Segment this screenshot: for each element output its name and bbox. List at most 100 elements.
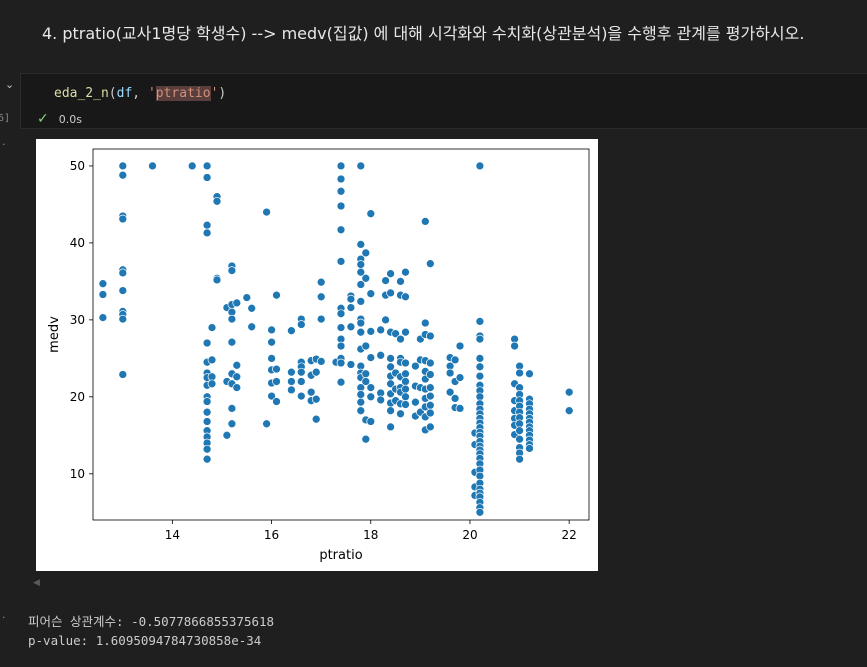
scatter-point <box>202 228 212 238</box>
scatter-point <box>296 320 306 329</box>
scatter-point <box>346 294 356 304</box>
scatter-point <box>401 267 410 277</box>
scatter-point <box>336 323 346 332</box>
scatter-point <box>455 341 465 351</box>
scatter-point <box>425 358 435 368</box>
scatter-point <box>202 397 212 406</box>
output-marker-plot: · <box>2 138 6 151</box>
scatter-point <box>212 275 222 285</box>
scatter-point <box>232 383 242 392</box>
scatter-point <box>401 384 410 394</box>
scatter-point <box>386 406 395 416</box>
code-quote-close: ' <box>210 86 219 101</box>
scatter-point <box>475 334 485 344</box>
scatter-point <box>425 422 435 432</box>
scatter-point <box>425 370 435 379</box>
scatter-point <box>386 269 395 279</box>
scatter-point <box>356 327 366 337</box>
scatter-point <box>296 377 306 386</box>
scatter-point <box>202 161 212 171</box>
scatter-point <box>356 280 366 289</box>
scatter-point <box>287 326 296 336</box>
scatter-point <box>207 379 217 389</box>
scatter-point <box>401 400 410 409</box>
scatter-point <box>272 377 281 386</box>
scatter-point <box>386 362 395 372</box>
code-comma: , <box>132 86 148 101</box>
scatter-point <box>202 417 212 426</box>
scatter-plot-svg: 14 16 18 20 22 10 20 30 40 50 ptratio medv <box>47 148 590 563</box>
code-line[interactable]: eda_2_n(df, 'ptratio') <box>54 86 226 101</box>
scatter-point <box>455 373 465 382</box>
scatter-point <box>306 387 316 397</box>
scatter-point <box>187 161 197 171</box>
scatter-point <box>361 273 371 283</box>
scatter-point <box>267 391 276 401</box>
scatter-point <box>386 288 395 298</box>
y-tick-label: 50 <box>70 159 85 173</box>
scatter-point <box>311 367 321 377</box>
y-tick-label: 30 <box>70 313 85 327</box>
scatter-point <box>515 434 524 444</box>
scatter-point <box>425 391 435 401</box>
scatter-point <box>445 387 455 397</box>
scatter-point <box>515 426 524 436</box>
scatter-point <box>361 248 371 258</box>
scatter-point <box>356 161 366 171</box>
scatter-point <box>336 309 346 319</box>
code-arg-df: df <box>116 86 133 101</box>
scatter-point <box>202 173 212 182</box>
scatter-point <box>361 341 371 351</box>
collapse-chevron-icon[interactable]: ⌄ <box>5 78 15 91</box>
scatter-point <box>336 161 346 171</box>
scatter-point <box>420 318 430 328</box>
scatter-point <box>515 368 524 378</box>
scatter-point <box>232 360 242 370</box>
scatter-point <box>336 225 346 235</box>
scatter-point <box>336 377 346 387</box>
scatter-point <box>376 325 386 335</box>
x-tick-label: 16 <box>264 528 279 542</box>
scatter-point <box>207 355 217 365</box>
scatter-point <box>356 267 366 277</box>
scatter-point <box>346 322 356 332</box>
scatter-point <box>287 367 296 377</box>
scatter-point <box>366 417 376 426</box>
scatter-point <box>272 364 281 374</box>
scatter-point <box>287 385 296 395</box>
markdown-heading: 4. ptratio(교사1명당 학생수) --> medv(집값) 에 대해 … <box>42 24 805 43</box>
scatter-point <box>232 372 242 382</box>
scatter-point <box>525 369 534 379</box>
scatter-point <box>296 391 306 401</box>
code-cell[interactable]: eda_2_n(df, 'ptratio') ✓ 0.0s <box>20 73 867 129</box>
stdout-output: 피어슨 상관계수: -0.5077866855375618 p-value: 1.… <box>28 612 274 650</box>
scatter-point <box>262 419 271 429</box>
scatter-point <box>356 240 366 249</box>
scatter-point <box>396 277 405 286</box>
scatter-point <box>296 367 306 377</box>
scatter-point <box>272 290 281 300</box>
scatter-point <box>346 360 356 369</box>
y-tick-label: 40 <box>70 236 85 250</box>
scatter-point <box>515 454 524 464</box>
scatter-point <box>376 350 386 360</box>
scatter-point <box>287 377 296 386</box>
x-tick-label: 18 <box>363 528 378 542</box>
scatter-point <box>336 186 346 196</box>
scatter-point <box>222 430 232 440</box>
scatter-point <box>202 407 212 417</box>
scatter-point <box>381 276 390 285</box>
scatter-point <box>386 422 395 432</box>
execution-count: 6] <box>0 113 11 124</box>
x-tick-label: 14 <box>165 528 180 542</box>
scatter-point <box>381 315 390 325</box>
scatter-point <box>401 292 410 302</box>
scatter-point <box>361 434 371 444</box>
scatter-point <box>386 379 395 389</box>
scatter-point <box>202 220 212 230</box>
scatter-point <box>475 354 485 363</box>
scatter-point <box>98 279 108 289</box>
x-tick-label: 22 <box>562 528 577 542</box>
scatter-point <box>366 289 376 299</box>
scroll-left-arrow-icon[interactable]: ◀ <box>33 578 40 588</box>
